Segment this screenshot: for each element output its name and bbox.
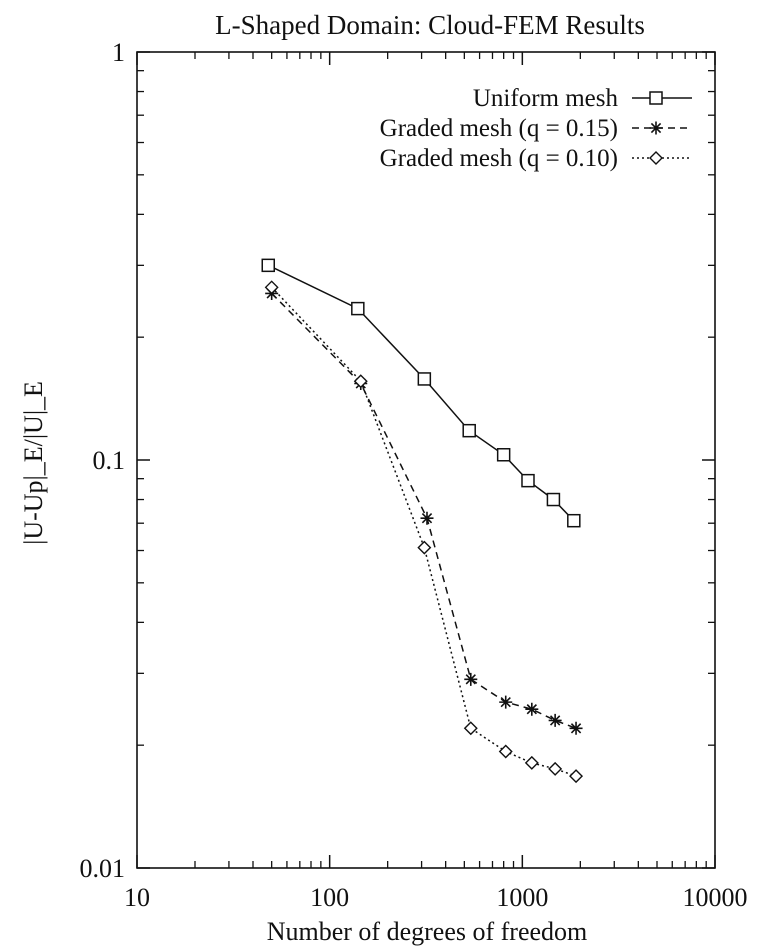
- asterisk-strokes: [420, 511, 434, 525]
- data-point: [463, 721, 478, 736]
- plot-area: [136, 51, 716, 869]
- data-point: [351, 301, 365, 316]
- x-tick-label: 100: [310, 883, 349, 912]
- legend-label: Uniform mesh: [473, 85, 619, 112]
- x-tick-label: 10000: [683, 883, 748, 912]
- y-axis-label: |U-Up|_E/|U|_E: [19, 381, 48, 545]
- data-point: [567, 513, 581, 528]
- legend: Uniform mesh Graded mesh (q = 0.15) Graded…: [380, 85, 692, 172]
- data-point: [548, 761, 563, 776]
- legend-marker: [649, 91, 663, 105]
- legend-marker: [649, 151, 663, 165]
- axis-ticks: 10 100 1000 10000 0.01 0.1 1: [80, 38, 748, 912]
- legend-label: Graded mesh (q = 0.10): [380, 145, 618, 172]
- asterisk-strokes: [548, 713, 562, 727]
- data-point: [496, 448, 511, 462]
- asterisk-strokes: [464, 672, 478, 686]
- data-point: [417, 540, 432, 555]
- data-point: [464, 672, 478, 686]
- legend-marker: [649, 121, 663, 135]
- data-point: [353, 374, 368, 389]
- data-point: [569, 721, 583, 735]
- data-point: [264, 280, 279, 295]
- y-tick-label: 0.01: [80, 854, 126, 883]
- asterisk-strokes: [525, 702, 539, 716]
- data-point: [498, 744, 513, 759]
- x-axis-label: Number of degrees of freedom: [267, 917, 588, 946]
- data-point: [546, 492, 561, 507]
- y-tick-label: 0.1: [93, 446, 126, 475]
- data-point: [521, 473, 535, 488]
- data-point: [420, 511, 434, 525]
- plot-frame: [136, 51, 716, 869]
- asterisk-strokes: [499, 695, 513, 709]
- data-point: [524, 755, 539, 770]
- data-point: [499, 695, 513, 709]
- series-1: [261, 258, 581, 528]
- x-tick-label: 1000: [496, 883, 548, 912]
- data-point: [417, 372, 432, 386]
- series-layer: [261, 258, 584, 784]
- asterisk-strokes: [649, 121, 663, 135]
- data-point: [462, 423, 476, 438]
- series-2: [265, 286, 583, 735]
- chart-title: L-Shaped Domain: Cloud-FEM Results: [215, 10, 645, 40]
- series-line: [271, 286, 577, 777]
- x-tick-label: 10: [124, 883, 150, 912]
- data-point: [548, 713, 562, 727]
- data-point: [525, 702, 539, 716]
- data-point: [569, 769, 584, 784]
- series-line: [271, 292, 577, 730]
- data-point: [261, 258, 276, 273]
- y-tick-label: 1: [112, 38, 125, 67]
- series-3: [264, 280, 584, 784]
- asterisk-strokes: [569, 721, 583, 735]
- legend-label: Graded mesh (q = 0.15): [380, 115, 618, 142]
